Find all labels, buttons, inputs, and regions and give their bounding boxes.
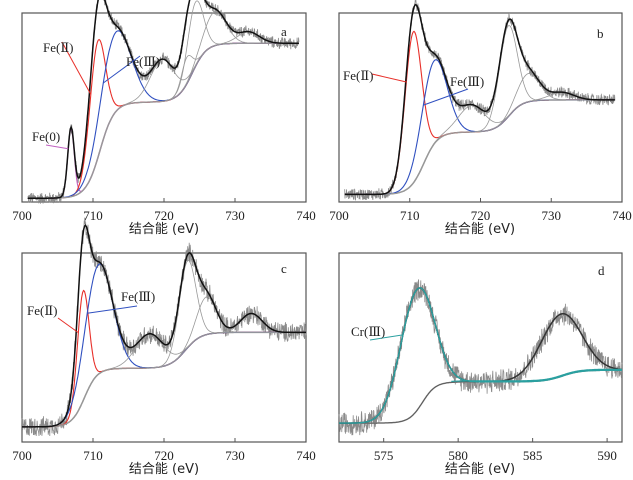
component-fe-peak: [22, 289, 306, 428]
x-tick-label: 700: [12, 448, 32, 463]
x-tick-label: 730: [542, 208, 562, 223]
panel-d: d Cr(Ⅲ) 结合能 (eV): [351, 263, 605, 477]
envelope-fit: [22, 224, 306, 428]
annotation-leader-line: [423, 88, 469, 106]
x-tick-label: 575: [374, 448, 394, 463]
component-fe-peak: [27, 38, 299, 199]
plot-c: 700 710 720 730 740: [12, 217, 316, 463]
annotation-leader-line: [57, 317, 79, 334]
panel-a: a Fe(0) Fe(Ⅱ) Fe(Ⅲ) 结合能 (eV): [32, 24, 287, 237]
annotation-leader-line: [45, 144, 69, 150]
panel-label-b: b: [597, 26, 604, 41]
x-tick-label: 720: [154, 448, 174, 463]
annotation-fe3-c: Fe(Ⅲ): [121, 289, 155, 304]
panel-label-c: c: [281, 261, 287, 276]
envelope-fit: [27, 0, 299, 199]
x-tick-label: 700: [329, 208, 349, 223]
x-tick-label: 740: [296, 448, 316, 463]
component-cr-peak: [339, 287, 622, 424]
x-tick-label: 730: [225, 208, 245, 223]
component-fe-peak: [344, 30, 615, 195]
annotation-cr3-d: Cr(Ⅲ): [351, 324, 385, 339]
annotation-leader-line: [102, 55, 141, 84]
annotation-leader-line: [369, 334, 403, 341]
satellite-peak: [27, 0, 299, 199]
x-tick-label: 585: [523, 448, 543, 463]
annotation-fe2-a: Fe(Ⅱ): [43, 40, 74, 55]
x-tick-label: 720: [471, 208, 491, 223]
component-cr-peak: [339, 287, 622, 424]
x-tick-label: 710: [83, 208, 103, 223]
x-tick-label: 710: [400, 208, 420, 223]
satellite-peak: [27, 42, 299, 199]
background-line: [344, 99, 615, 196]
x-tick-label: 700: [12, 208, 32, 223]
satellite-peak: [344, 99, 615, 195]
annotation-fe3-a: Fe(Ⅲ): [126, 54, 160, 69]
envelope-fit: [344, 3, 615, 196]
annotation-fe0-a: Fe(0): [32, 129, 60, 144]
satellite-peak: [27, 42, 299, 199]
x-tick-label: 590: [597, 448, 617, 463]
satellite-peak: [22, 296, 306, 428]
annotation-leader-line: [61, 41, 92, 95]
component-fe0-peak: [27, 42, 299, 199]
panel-label-a: a: [281, 24, 287, 39]
x-tick-label: 720: [154, 208, 174, 223]
envelope-fit: [339, 287, 623, 424]
x-axis-title-b: 结合能 (eV): [445, 222, 515, 237]
plot-a: 700 710 720 730 740: [12, 0, 316, 223]
x-tick-label: 740: [612, 208, 632, 223]
x-axis-title-c: 结合能 (eV): [129, 462, 199, 477]
plot-d: 575 580 585 590: [338, 252, 623, 463]
x-tick-label: 730: [225, 448, 245, 463]
x-tick-label: 580: [448, 448, 468, 463]
panel-b: b Fe(Ⅱ) Fe(Ⅲ) 结合能 (eV): [343, 26, 604, 237]
raw-spectrum: [338, 279, 623, 436]
panel-c: c Fe(Ⅱ) Fe(Ⅲ) 结合能 (eV): [27, 261, 287, 477]
panel-label-d: d: [598, 263, 605, 278]
annotation-leader-line: [87, 305, 138, 314]
x-axis-title-d: 结合能 (eV): [445, 462, 515, 477]
x-tick-label: 740: [296, 208, 316, 223]
annotation-fe2-b: Fe(Ⅱ): [343, 68, 374, 83]
x-axis-title-a: 结合能 (eV): [129, 222, 199, 237]
x-tick-label: 710: [83, 448, 103, 463]
satellite-peak: [22, 313, 306, 428]
plot-frame: [338, 252, 623, 443]
cr-baseline: [451, 368, 623, 382]
annotation-fe3-b: Fe(Ⅲ): [450, 74, 484, 89]
annotation-fe2-c: Fe(Ⅱ): [27, 303, 58, 318]
annotation-leader-line: [371, 73, 407, 83]
plot-b: 700 710 720 730 740: [329, 0, 632, 223]
background-line: [27, 42, 299, 199]
raw-spectrum: [21, 217, 307, 437]
